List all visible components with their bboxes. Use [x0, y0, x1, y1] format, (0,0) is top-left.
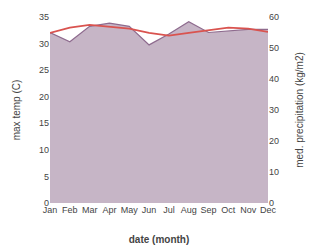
svg-text:0: 0	[269, 198, 274, 208]
svg-text:0: 0	[44, 198, 49, 208]
svg-text:Nov: Nov	[240, 205, 257, 215]
svg-text:50: 50	[269, 43, 279, 53]
svg-text:30: 30	[269, 105, 279, 115]
svg-text:15: 15	[39, 118, 49, 128]
svg-text:Aug: Aug	[181, 205, 197, 215]
svg-text:Oct: Oct	[221, 205, 236, 215]
svg-text:date (month): date (month)	[129, 234, 190, 245]
svg-text:Feb: Feb	[62, 205, 78, 215]
svg-text:35: 35	[39, 12, 49, 22]
svg-text:med. precipitation (kg/m2): med. precipitation (kg/m2)	[294, 52, 305, 168]
svg-text:Jul: Jul	[163, 205, 175, 215]
svg-text:20: 20	[269, 136, 279, 146]
svg-text:10: 10	[39, 145, 49, 155]
svg-text:60: 60	[269, 12, 279, 22]
svg-text:40: 40	[269, 74, 279, 84]
svg-text:Apr: Apr	[102, 205, 116, 215]
svg-text:10: 10	[269, 167, 279, 177]
svg-text:5: 5	[44, 172, 49, 182]
svg-text:max temp (C): max temp (C)	[11, 80, 22, 141]
svg-text:Jan: Jan	[43, 205, 58, 215]
svg-text:30: 30	[39, 39, 49, 49]
svg-text:May: May	[121, 205, 139, 215]
svg-text:Dec: Dec	[260, 205, 277, 215]
svg-text:Jun: Jun	[142, 205, 157, 215]
svg-text:Mar: Mar	[82, 205, 98, 215]
svg-text:20: 20	[39, 92, 49, 102]
svg-text:25: 25	[39, 65, 49, 75]
svg-text:Sep: Sep	[201, 205, 217, 215]
